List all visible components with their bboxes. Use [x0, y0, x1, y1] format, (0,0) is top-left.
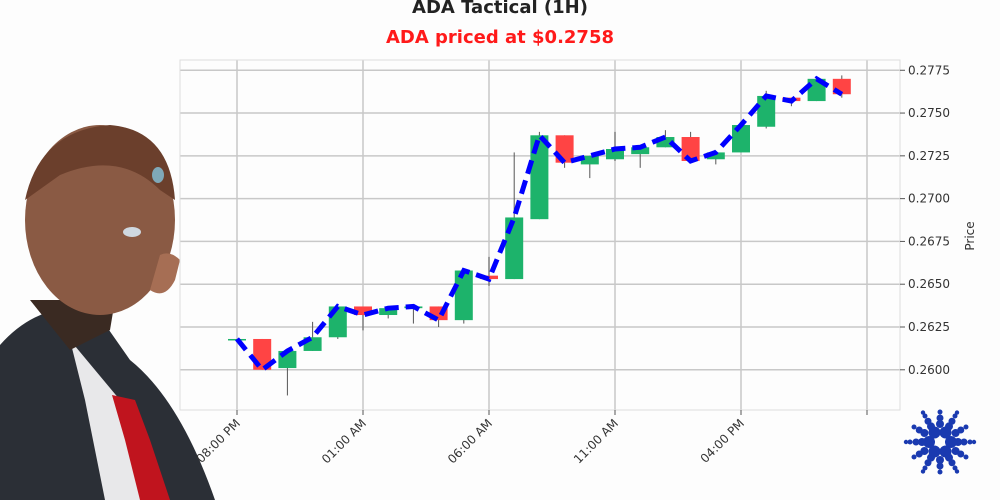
- candle-up: [379, 308, 398, 316]
- logo-dot: [960, 438, 968, 446]
- candles: [228, 75, 851, 396]
- y-tick-label: 0.2775: [908, 63, 950, 77]
- y-tick-label: 0.2600: [908, 363, 950, 377]
- candle-up: [606, 148, 624, 160]
- y-tick-label: 0.2650: [908, 277, 950, 291]
- logo-dot: [922, 465, 928, 471]
- y-axis-label: Price: [963, 221, 977, 250]
- x-tick-label: 06:00 AM: [445, 416, 495, 466]
- candle-up: [732, 125, 750, 153]
- y-axis: 0.2600 0.2625 0.2650 0.2675 0.2700 0.2725 0.27…: [900, 63, 950, 377]
- y-tick-label: 0.2700: [908, 192, 950, 206]
- candle-down: [681, 137, 700, 161]
- close-dashed-line: [235, 75, 844, 374]
- logo-dot: [952, 413, 958, 419]
- logo-dot: [924, 459, 932, 467]
- candle-up: [656, 137, 675, 148]
- logo-dot: [945, 436, 957, 448]
- logo-dot: [957, 426, 965, 434]
- logo-dot: [936, 420, 944, 428]
- logo-dot: [937, 409, 943, 415]
- logo-dot: [937, 469, 943, 475]
- candle-down: [354, 306, 372, 316]
- logo-dot: [971, 439, 977, 445]
- close-price-line: [235, 75, 844, 374]
- y-tick-label: 0.2675: [908, 234, 950, 248]
- chart-subtitle: ADA priced at $0.2758: [385, 27, 615, 48]
- logo-dot: [936, 462, 944, 470]
- x-tick-label: 04:00 PM: [698, 416, 747, 465]
- logo-dot: [918, 438, 926, 446]
- logo-dot: [920, 469, 926, 474]
- plot-area-frame: [179, 59, 901, 411]
- logo-dot: [963, 424, 969, 430]
- logo-dot: [923, 436, 935, 448]
- logo-dot: [915, 426, 923, 434]
- candle-up: [631, 147, 650, 155]
- chart-title: ADA Tactical (1H): [412, 0, 588, 18]
- y-tick-label: 0.2725: [908, 149, 950, 163]
- logo-dot: [915, 450, 923, 458]
- y-tick-label: 0.2750: [908, 106, 950, 120]
- logo-dot: [936, 456, 944, 464]
- candle-up: [706, 152, 725, 160]
- x-tick-label: 08:00 PM: [194, 416, 243, 465]
- logo-dot: [954, 438, 962, 446]
- logo-dot: [967, 439, 973, 445]
- candle-up: [580, 155, 599, 165]
- logo-dot: [936, 414, 944, 422]
- logo-dot: [957, 450, 965, 458]
- robot-figure: [0, 125, 215, 500]
- y-tick-label: 0.2625: [908, 320, 950, 334]
- logo-dot: [920, 410, 926, 415]
- logo-dot: [954, 469, 960, 474]
- cardano-logo-icon: [903, 409, 977, 475]
- logo-dot: [963, 454, 969, 460]
- logo-dot: [922, 413, 928, 419]
- grid-lines: [180, 60, 900, 410]
- logo-dot: [924, 417, 932, 425]
- logo-dot: [911, 424, 917, 430]
- logo-dot: [954, 410, 960, 415]
- x-tick-label: 01:00 AM: [319, 416, 369, 466]
- candle-up: [757, 95, 776, 127]
- x-tick-label: 11:00 AM: [571, 416, 621, 466]
- logo-dot: [907, 439, 913, 445]
- logo-dot: [912, 438, 920, 446]
- logo-dot: [952, 465, 958, 471]
- candle-up: [454, 270, 473, 321]
- logo-dot: [911, 454, 917, 460]
- logo-dot: [948, 417, 956, 425]
- candle-up: [530, 135, 549, 220]
- logo-dot: [903, 439, 909, 445]
- x-axis: 08:00 PM 01:00 AM 06:00 AM 11:00 AM 04:00 PM: [194, 410, 868, 466]
- logo-dot: [948, 459, 956, 467]
